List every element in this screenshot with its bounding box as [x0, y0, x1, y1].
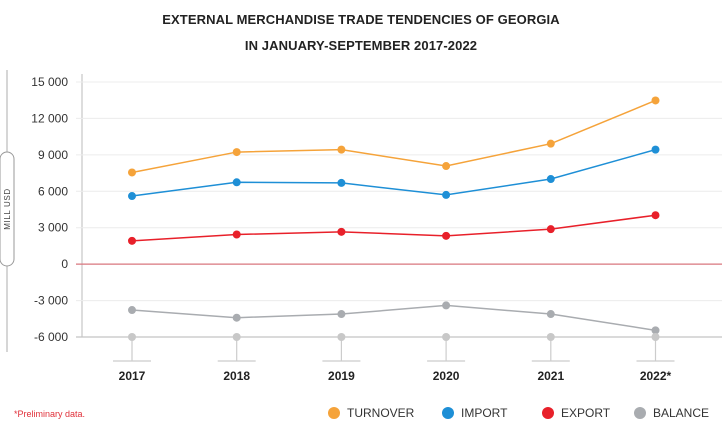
- data-point-export: [442, 231, 451, 240]
- data-point-turnover: [442, 162, 451, 171]
- y-tick-label: 12 000: [31, 111, 68, 125]
- x-axis-marker: [232, 333, 241, 341]
- legend-item-turnover: TURNOVER: [328, 406, 414, 420]
- preliminary-data-note: *Preliminary data.: [14, 409, 86, 419]
- y-tick-label: 15 000: [31, 75, 68, 89]
- x-tick-label: 2019: [328, 369, 355, 383]
- y-tick-label: 9 000: [38, 148, 68, 162]
- unit-label-box: [0, 151, 15, 267]
- legend-label: BALANCE: [653, 406, 710, 420]
- data-point-turnover: [128, 168, 136, 177]
- data-point-turnover: [546, 139, 555, 148]
- data-point-turnover: [232, 148, 241, 157]
- data-point-export: [337, 227, 346, 236]
- data-point-turnover: [651, 96, 660, 105]
- y-tick-label: 3 000: [38, 221, 68, 235]
- series-line-turnover: [131, 99, 656, 174]
- data-point-turnover: [337, 145, 346, 154]
- legend: TURNOVER IMPORT EXPORT BALANCE: [0, 406, 722, 424]
- legend-dot-icon: [634, 407, 646, 419]
- x-tick-label: 2020: [433, 369, 460, 383]
- y-tick-label: 0: [61, 257, 68, 271]
- data-point-export: [232, 230, 241, 239]
- data-point-import: [546, 175, 555, 184]
- data-point-import: [232, 178, 241, 187]
- legend-label: TURNOVER: [347, 406, 415, 420]
- x-axis-marker: [128, 333, 136, 341]
- y-axis-unit-label: MILL USD: [3, 188, 12, 229]
- legend-label: EXPORT: [561, 406, 611, 420]
- legend-item-export: EXPORT: [542, 406, 610, 420]
- x-axis-marker: [442, 333, 451, 341]
- data-point-import: [442, 190, 451, 199]
- legend-dot-icon: [542, 407, 554, 419]
- data-point-import: [128, 192, 136, 201]
- y-tick-label: -3 000: [34, 294, 68, 308]
- data-point-export: [651, 211, 660, 220]
- y-tick-label: -6 000: [34, 330, 68, 344]
- data-point-balance: [128, 306, 136, 315]
- legend-item-import: IMPORT: [442, 406, 507, 420]
- x-axis-marker: [337, 333, 346, 341]
- legend-label: IMPORT: [461, 406, 508, 420]
- series-line-import: [131, 148, 656, 197]
- x-tick-label: 2022*: [640, 369, 672, 383]
- data-point-balance: [651, 326, 660, 335]
- data-point-balance: [232, 313, 241, 322]
- data-point-import: [337, 178, 346, 187]
- chart-subtitle: IN JANUARY-SEPTEMBER 2017-2022: [244, 38, 478, 53]
- legend-item-balance: BALANCE: [634, 406, 709, 420]
- legend-dot-icon: [442, 407, 454, 419]
- legend-dot-icon: [328, 407, 340, 419]
- data-point-export: [128, 236, 136, 245]
- x-tick-label: 2018: [223, 369, 250, 383]
- x-tick-label: 2017: [119, 369, 146, 383]
- x-tick-label: 2021: [537, 369, 564, 383]
- series-line-balance: [131, 304, 656, 332]
- data-point-export: [546, 225, 555, 234]
- data-point-balance: [546, 310, 555, 319]
- x-axis-marker: [651, 333, 660, 341]
- y-tick-label: 6 000: [38, 184, 68, 198]
- x-axis-marker: [546, 333, 555, 341]
- data-point-balance: [442, 301, 451, 310]
- chart-title: EXTERNAL MERCHANDISE TRADE TENDENCIES OF…: [162, 12, 560, 27]
- data-point-import: [651, 145, 660, 154]
- series-line-export: [131, 214, 656, 242]
- data-point-balance: [337, 310, 346, 319]
